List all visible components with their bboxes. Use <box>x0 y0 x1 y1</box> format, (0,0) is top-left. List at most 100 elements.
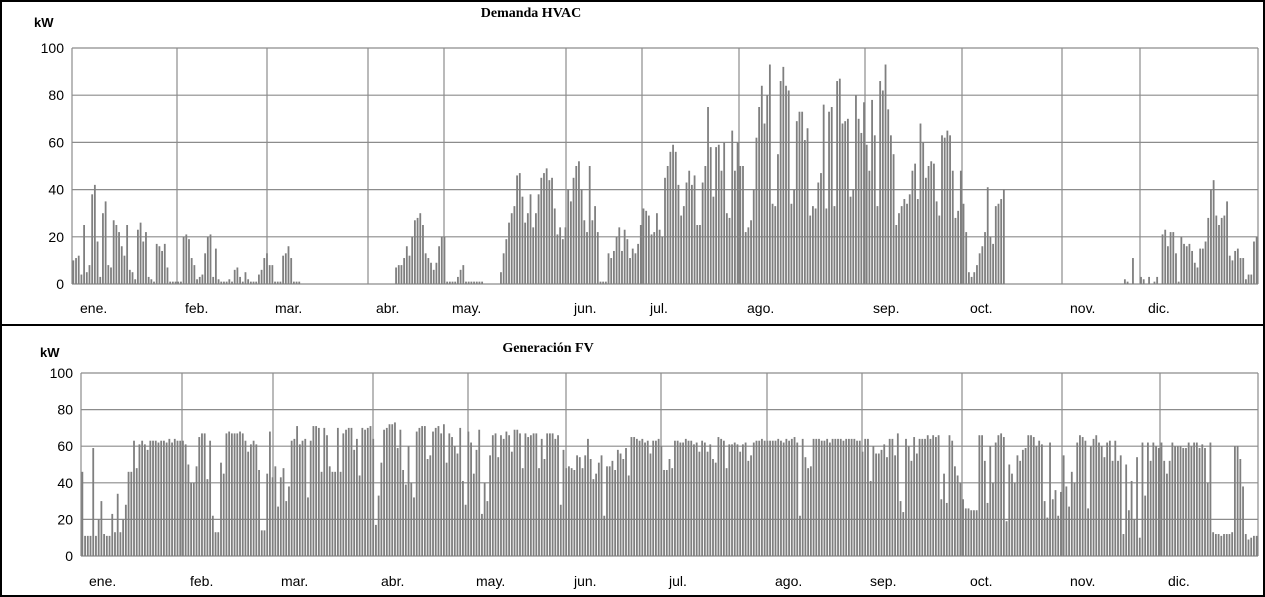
bar <box>400 265 403 284</box>
bar <box>1247 539 1250 556</box>
bar <box>1011 473 1013 556</box>
x-tick-label: jul. <box>649 300 668 316</box>
bar <box>653 232 656 284</box>
bar <box>102 213 104 284</box>
bar <box>907 446 910 556</box>
bar <box>366 427 369 556</box>
bar <box>954 217 957 284</box>
y-tick-label: 40 <box>57 475 73 491</box>
bar <box>188 239 190 284</box>
bar <box>1127 510 1130 556</box>
bar <box>649 453 652 556</box>
bar <box>413 497 415 556</box>
bar <box>599 281 602 284</box>
bar <box>1220 217 1223 284</box>
bar <box>481 513 483 556</box>
bar <box>850 438 853 556</box>
bar <box>895 225 898 284</box>
bar <box>419 213 422 284</box>
bar <box>326 435 328 556</box>
bar <box>1076 442 1079 556</box>
bar <box>682 442 684 556</box>
bar <box>136 229 139 284</box>
bar <box>426 459 429 556</box>
bar <box>380 462 383 556</box>
bar <box>587 438 589 556</box>
x-tick-label: ago. <box>775 573 802 589</box>
bar <box>581 468 584 556</box>
bar <box>838 78 841 285</box>
bar <box>1038 440 1041 556</box>
bar <box>1193 262 1196 284</box>
bar <box>462 265 465 284</box>
bar <box>865 144 868 284</box>
x-tick-label: mar. <box>281 573 308 589</box>
bar <box>1002 437 1005 556</box>
bar <box>674 440 676 556</box>
bar <box>116 493 119 556</box>
bar <box>828 442 831 556</box>
bar <box>115 225 118 284</box>
bar <box>152 440 154 556</box>
bar <box>443 236 446 284</box>
bar <box>269 431 271 556</box>
bar <box>548 180 551 284</box>
bar <box>255 281 258 284</box>
bar <box>1087 508 1090 556</box>
bar <box>701 440 704 556</box>
bar <box>203 433 206 556</box>
bar <box>1234 250 1237 284</box>
bar <box>470 442 472 556</box>
bar <box>258 274 260 284</box>
bar <box>652 440 655 556</box>
bar <box>1161 234 1164 284</box>
bar <box>1054 490 1057 556</box>
bar <box>671 468 674 556</box>
bar <box>411 236 414 284</box>
bar <box>198 437 201 556</box>
bar <box>1152 442 1155 556</box>
bar <box>986 187 989 284</box>
bar <box>1239 258 1242 284</box>
bar <box>524 222 527 284</box>
bar <box>160 440 163 556</box>
bar <box>763 123 766 285</box>
bar <box>1183 243 1185 284</box>
bar <box>502 253 505 284</box>
bar <box>99 276 102 284</box>
bar <box>518 173 521 284</box>
bar <box>594 206 596 284</box>
bar <box>1144 495 1147 556</box>
bar <box>1126 281 1129 284</box>
bar <box>274 281 276 284</box>
bar <box>650 234 653 284</box>
bar <box>712 459 714 556</box>
bar <box>1212 532 1215 556</box>
bar <box>666 166 669 284</box>
bar <box>760 85 763 284</box>
bar <box>187 464 190 556</box>
bar <box>551 177 553 284</box>
bar <box>672 144 674 284</box>
bar <box>658 229 661 284</box>
bar <box>282 468 285 556</box>
bar <box>126 225 129 284</box>
bar <box>758 440 761 556</box>
bar <box>1185 448 1187 556</box>
bar <box>763 440 766 556</box>
bar <box>1008 464 1011 556</box>
bar <box>922 142 925 284</box>
bar <box>844 121 847 284</box>
bar <box>408 255 411 284</box>
bar <box>739 166 742 284</box>
bar <box>690 184 693 284</box>
bar <box>910 460 913 556</box>
bar <box>424 253 427 284</box>
bar <box>815 438 818 556</box>
bar <box>801 438 804 556</box>
bar <box>861 451 864 556</box>
bar <box>924 177 927 284</box>
bar <box>709 147 712 284</box>
bar <box>1155 446 1157 556</box>
bar <box>1175 253 1177 284</box>
